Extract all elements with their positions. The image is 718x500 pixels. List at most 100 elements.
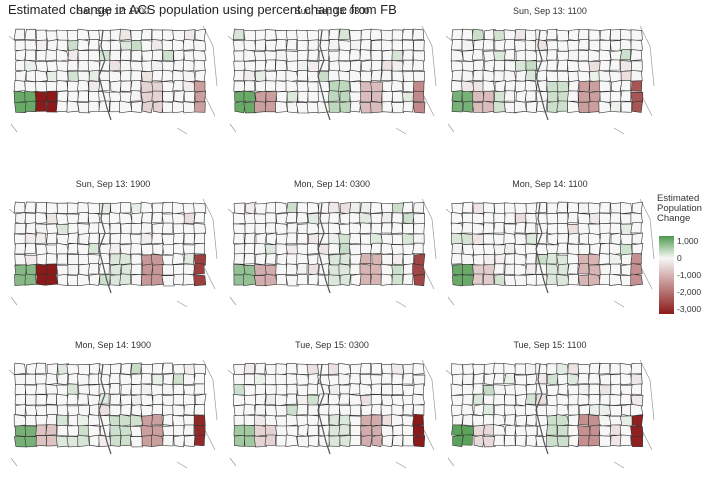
county-polygon <box>599 394 611 406</box>
county-polygon <box>318 29 330 41</box>
county-polygon <box>525 263 537 275</box>
county-polygon <box>233 60 246 72</box>
county-polygon <box>610 383 622 396</box>
county-polygon <box>317 274 330 286</box>
county-polygon <box>88 222 100 234</box>
county-polygon <box>370 81 383 93</box>
county-polygon <box>254 383 266 396</box>
county-polygon <box>525 434 538 447</box>
county-polygon <box>67 253 79 266</box>
county-polygon <box>514 202 527 215</box>
county-polygon <box>109 393 121 406</box>
county-polygon <box>55 49 70 63</box>
county-polygon <box>264 405 278 417</box>
county-polygon <box>13 362 27 375</box>
county-polygon <box>14 101 27 114</box>
county-polygon <box>89 434 101 447</box>
county-polygon <box>348 69 362 83</box>
county-polygon <box>89 362 101 376</box>
county-polygon <box>535 363 549 376</box>
county-polygon <box>599 264 612 276</box>
county-polygon <box>620 274 633 287</box>
county-polygon <box>13 28 26 40</box>
county-polygon <box>328 212 340 224</box>
county-polygon <box>567 424 580 437</box>
county-polygon <box>307 273 320 286</box>
county-polygon <box>24 201 36 213</box>
county-polygon <box>77 373 91 386</box>
county-polygon <box>88 384 101 396</box>
county-polygon <box>151 60 164 73</box>
county-polygon <box>142 100 154 114</box>
county-polygon <box>34 232 47 244</box>
county-polygon <box>462 100 474 113</box>
county-polygon <box>525 233 538 245</box>
county-polygon <box>524 79 537 92</box>
legend: Estimated Population Change 1,000 0 -1,0… <box>657 194 717 324</box>
county-polygon <box>493 29 506 42</box>
county-polygon <box>391 384 404 396</box>
county-polygon <box>402 435 414 447</box>
county-polygon <box>194 80 206 92</box>
county-polygon <box>254 362 266 375</box>
county-polygon <box>630 80 643 92</box>
county-polygon <box>381 101 393 113</box>
county-polygon <box>66 59 79 71</box>
county-polygon <box>577 102 591 113</box>
county-polygon <box>161 101 175 113</box>
county-polygon <box>545 435 559 448</box>
county-polygon <box>391 79 404 92</box>
county-polygon <box>88 373 100 385</box>
county-polygon <box>233 264 246 276</box>
county-polygon <box>588 202 601 215</box>
county-polygon <box>327 222 341 235</box>
county-polygon <box>130 243 142 255</box>
county-polygon <box>172 273 185 286</box>
county-polygon <box>286 222 298 235</box>
county-polygon <box>504 424 517 437</box>
county-polygon <box>391 395 405 407</box>
county-polygon <box>172 223 185 235</box>
county-polygon <box>380 29 394 42</box>
county-polygon <box>24 273 37 286</box>
county-polygon <box>578 243 590 255</box>
county-polygon <box>56 223 69 235</box>
county-polygon <box>349 81 362 93</box>
county-polygon <box>318 202 330 214</box>
county-polygon <box>577 39 590 51</box>
county-polygon <box>381 90 393 103</box>
county-polygon <box>328 404 340 416</box>
county-polygon <box>546 202 558 214</box>
county-polygon <box>307 424 319 436</box>
county-polygon <box>609 273 622 286</box>
county-polygon <box>67 70 80 83</box>
county-polygon <box>588 29 601 41</box>
county-polygon <box>193 373 205 385</box>
county-polygon <box>307 81 320 93</box>
county-polygon <box>77 79 90 92</box>
county-polygon <box>233 50 246 62</box>
county-polygon <box>327 274 341 287</box>
county-polygon <box>338 60 352 73</box>
county-polygon <box>599 59 611 72</box>
county-polygon <box>140 394 154 407</box>
county-polygon <box>620 101 633 113</box>
county-polygon <box>412 424 425 437</box>
county-polygon <box>14 383 27 396</box>
county-polygon <box>370 59 383 72</box>
county-polygon <box>14 39 26 51</box>
county-polygon <box>307 263 320 276</box>
county-polygon <box>370 201 383 214</box>
county-polygon <box>577 393 590 406</box>
county-polygon <box>402 403 414 416</box>
panel-title: Tue, Sep 15: 1100 <box>513 340 587 350</box>
county-polygon <box>524 49 538 62</box>
county-polygon <box>151 212 163 224</box>
county-polygon <box>515 434 527 447</box>
county-polygon <box>391 373 404 385</box>
county-polygon <box>547 232 559 246</box>
county-polygon <box>461 80 475 93</box>
county-polygon <box>630 273 643 286</box>
county-polygon <box>391 233 404 245</box>
county-polygon <box>193 414 206 427</box>
